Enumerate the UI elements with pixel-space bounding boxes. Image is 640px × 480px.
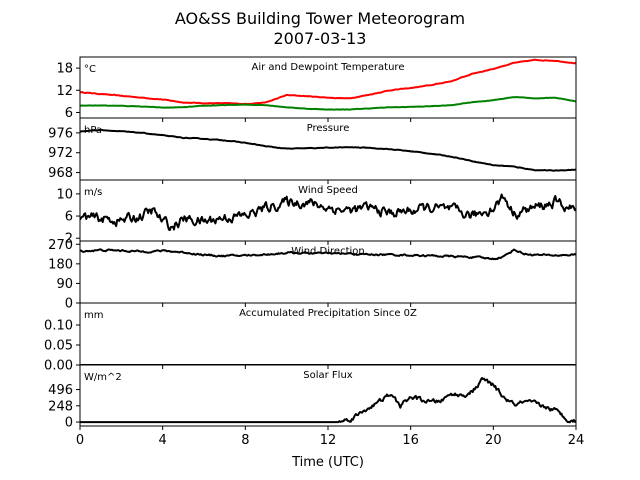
y-tick-label-temperature: 12 [56, 84, 73, 99]
y-tick-label-precipitation: 0.00 [44, 359, 73, 374]
unit-label-precipitation: mm [84, 310, 103, 321]
series-line-temperature-1 [80, 96, 576, 111]
x-axis-label: Time (UTC) [291, 455, 364, 470]
panel-precipitation: 0.00 0.05 0.10 mm Accumulated Precipitation … [44, 302, 577, 374]
panel-wind_direction: 0 90 180 270 Wind Direction [48, 238, 577, 312]
panel-label-wind_direction: Wind Direction [291, 246, 365, 257]
y-tick-label-solar_flux: 248 [48, 399, 73, 414]
panel-wind_speed: 2 6 10 m/s Wind Speed [56, 179, 577, 247]
y-tick-label-wind_speed: 2 [65, 232, 73, 247]
y-tick-label-wind_direction: 0 [65, 297, 73, 312]
figure-date: 2007-03-13 [274, 29, 367, 48]
panel-temperature: 6 12 18 °C Air and Dewpoint Temperature [56, 56, 577, 122]
panel-label-wind_speed: Wind Speed [298, 185, 358, 196]
y-tick-label-precipitation: 0.05 [44, 339, 73, 354]
series-line-wind_direction-0 [80, 248, 576, 261]
y-tick-label-pressure: 972 [48, 146, 73, 161]
panel-label-pressure: Pressure [307, 123, 350, 134]
x-axis: 0 4 8 12 16 20 24 [76, 433, 584, 448]
unit-label-pressure: hPa [84, 125, 102, 136]
series-line-solar_flux-0 [80, 377, 576, 424]
y-tick-label-solar_flux: 496 [48, 383, 73, 398]
series-line-temperature-0 [80, 58, 576, 106]
unit-label-solar_flux: W/m^2 [84, 372, 122, 383]
y-tick-label-wind_direction: 90 [56, 277, 73, 292]
x-tick-label: 0 [76, 433, 84, 448]
panel-label-solar_flux: Solar Flux [303, 370, 353, 381]
x-tick-label: 8 [241, 433, 249, 448]
unit-label-wind_speed: m/s [84, 187, 102, 198]
x-tick-label: 12 [320, 433, 337, 448]
panels: 6 12 18 °C Air and Dewpoint Temperature 968 97… [44, 56, 577, 431]
y-tick-label-temperature: 18 [56, 62, 73, 77]
panel-pressure: 968 972 976 hPa Pressure [48, 117, 577, 184]
y-tick-label-wind_speed: 10 [56, 187, 73, 202]
y-tick-label-temperature: 6 [65, 106, 73, 121]
panel-label-precipitation: Accumulated Precipitation Since 0Z [239, 308, 417, 319]
panel-label-temperature: Air and Dewpoint Temperature [252, 62, 405, 73]
y-tick-label-wind_direction: 270 [48, 238, 73, 253]
series-line-wind_speed-0 [80, 193, 576, 231]
y-tick-label-pressure: 968 [48, 166, 73, 181]
y-tick-label-wind_direction: 180 [48, 257, 73, 272]
series-line-pressure-0 [80, 128, 576, 172]
y-tick-label-solar_flux: 0 [65, 416, 73, 431]
y-tick-label-wind_speed: 6 [65, 210, 73, 225]
x-tick-label: 20 [485, 433, 502, 448]
unit-label-temperature: °C [84, 64, 96, 75]
y-tick-label-precipitation: 0.10 [44, 319, 73, 334]
figure-title: AO&SS Building Tower Meteorogram [175, 9, 465, 28]
x-tick-label: 24 [568, 433, 585, 448]
x-tick-label: 16 [402, 433, 419, 448]
x-tick-label: 4 [159, 433, 167, 448]
y-tick-label-pressure: 976 [48, 126, 73, 141]
